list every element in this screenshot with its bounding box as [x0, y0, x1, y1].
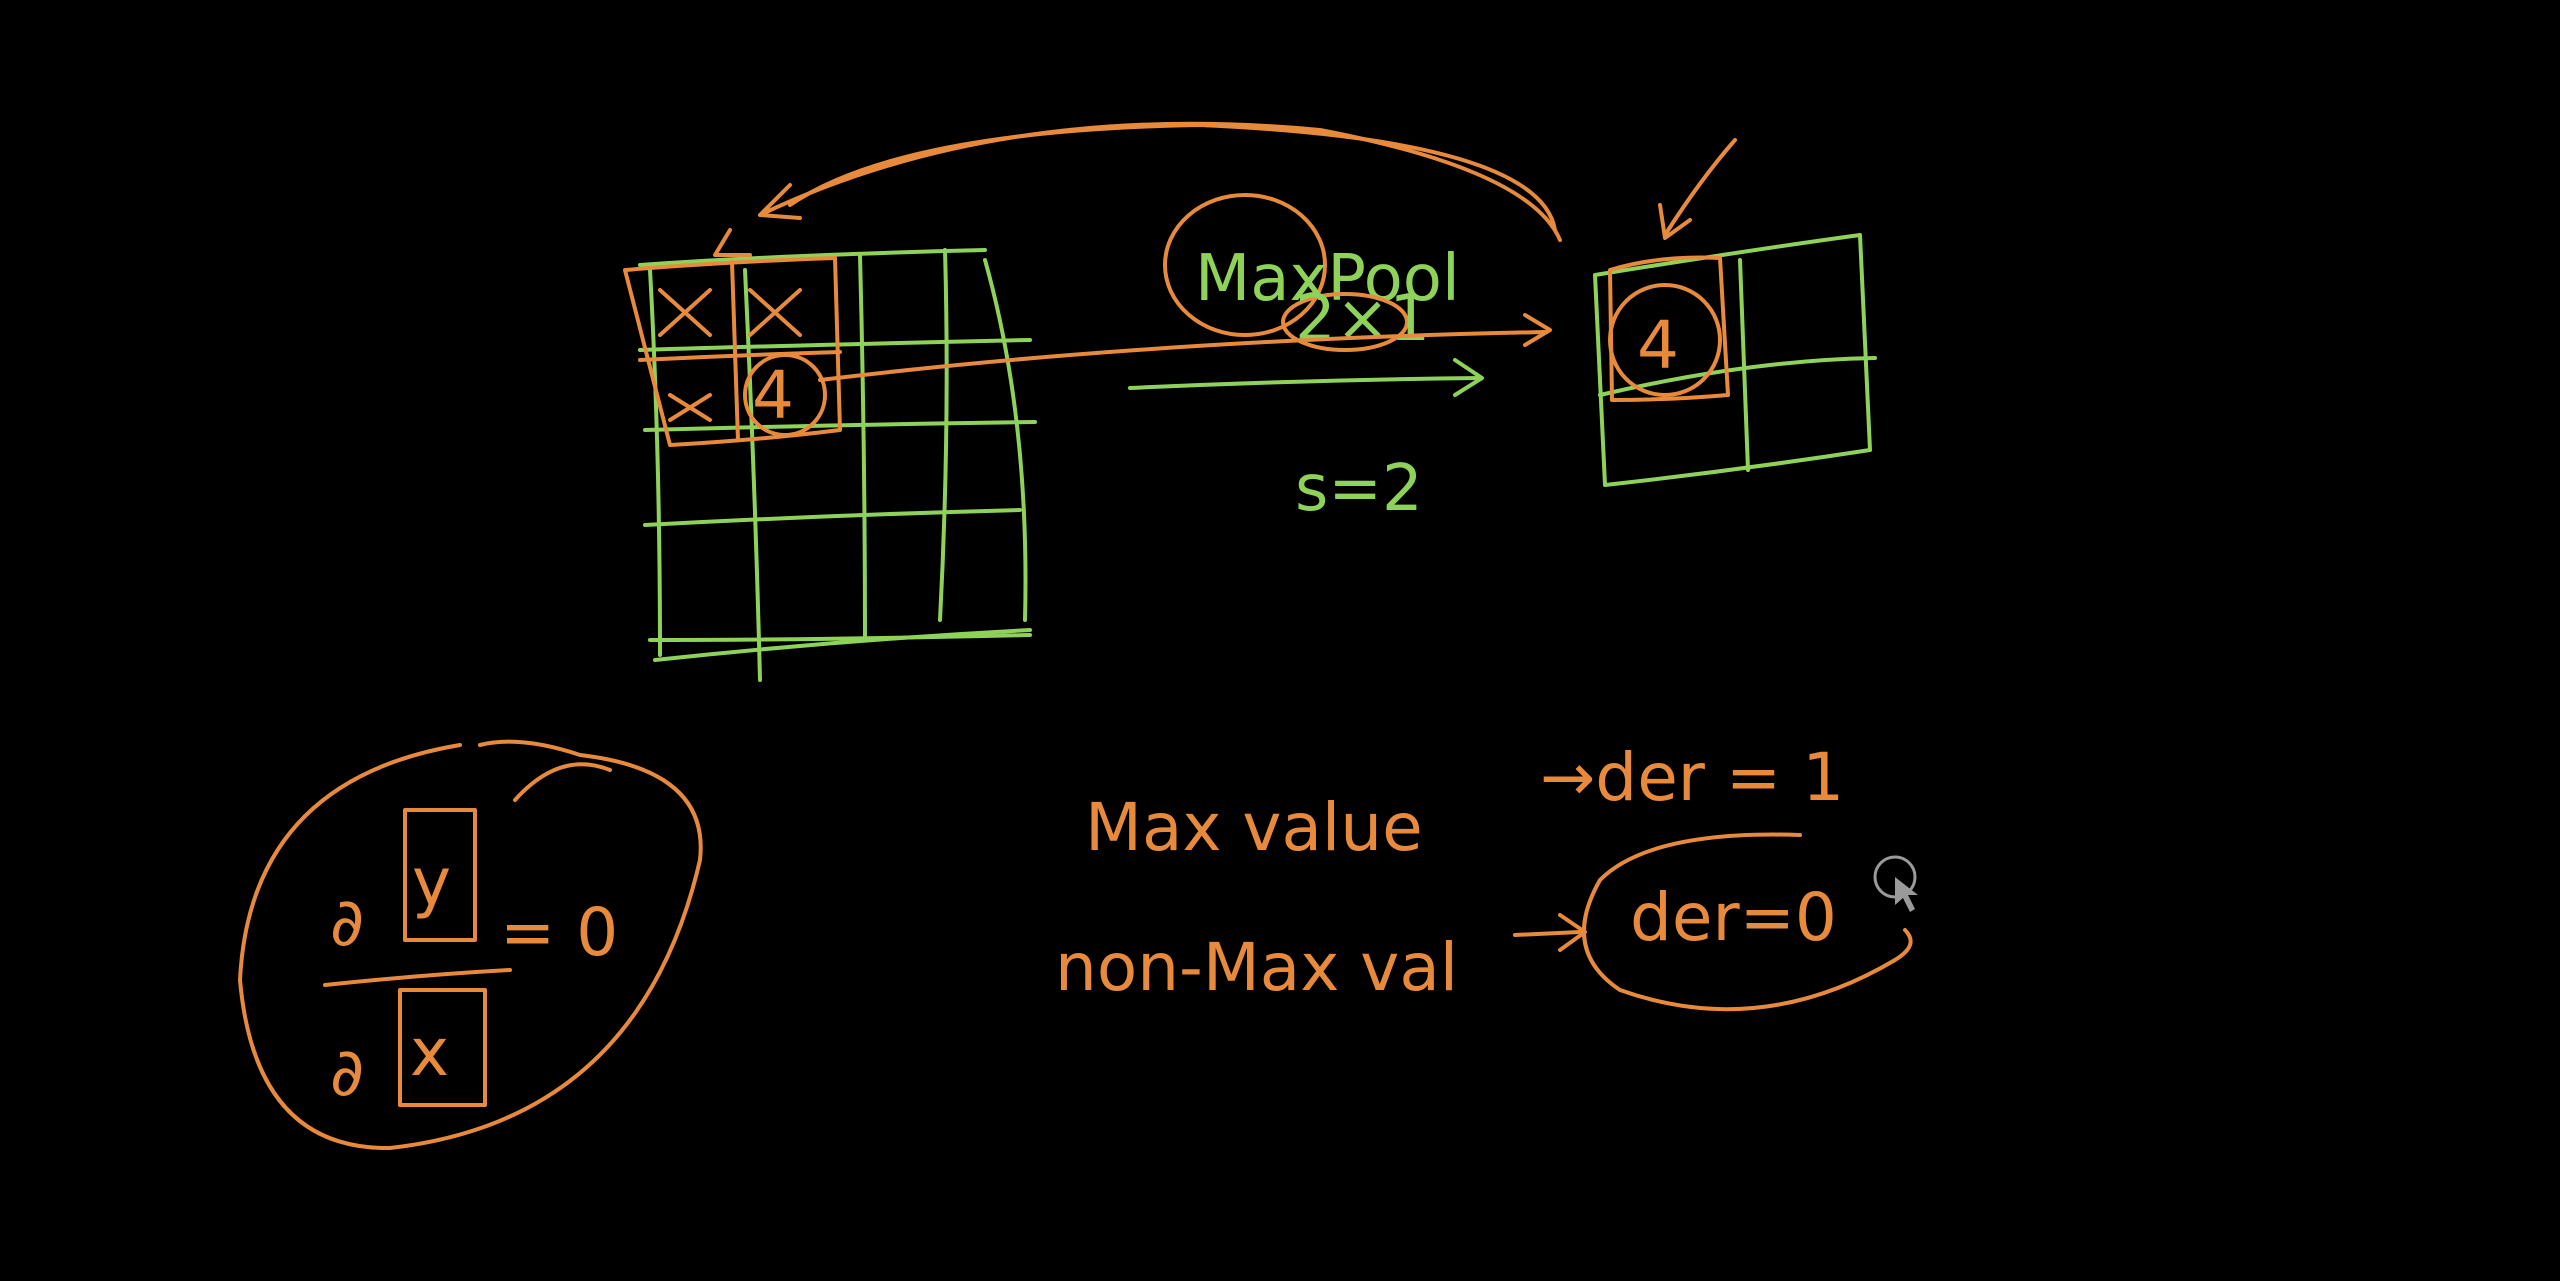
forward-arrow: [818, 313, 1552, 382]
backward-arrow: [713, 121, 1562, 257]
non-max-result: der=0: [1630, 879, 1837, 956]
max-value-text: Max value: [1085, 789, 1423, 866]
output-grid: 4: [1593, 138, 1877, 487]
derivative-result: = 0: [500, 894, 618, 971]
input-grid: [638, 248, 1037, 682]
input-max-value: 4: [752, 357, 794, 434]
maxpool-label: MaxPool: [1195, 242, 1460, 316]
output-value: 4: [1637, 307, 1679, 384]
derivative-denominator: ∂: [330, 1034, 364, 1111]
derivative-denominator-var: x: [410, 1014, 449, 1091]
derivative-numerator: ∂: [330, 884, 364, 961]
derivative-numerator-var: y: [412, 844, 451, 921]
derivative-note: ∂ y ∂ x = 0: [238, 739, 703, 1151]
max-value-result: →der = 1: [1540, 739, 1844, 816]
maxpool-operation: MaxPool 2×1 s=2: [1128, 193, 1484, 526]
stride-label: s=2: [1295, 452, 1423, 526]
non-max-text: non-Max val: [1055, 929, 1458, 1006]
gradient-rules: Max value →der = 1 non-Max val der=0: [1055, 739, 1913, 1012]
pooling-window-input: 4: [623, 256, 842, 447]
pen-cursor-icon: [1873, 855, 1918, 912]
pool-size-label: 2×1: [1295, 282, 1430, 356]
